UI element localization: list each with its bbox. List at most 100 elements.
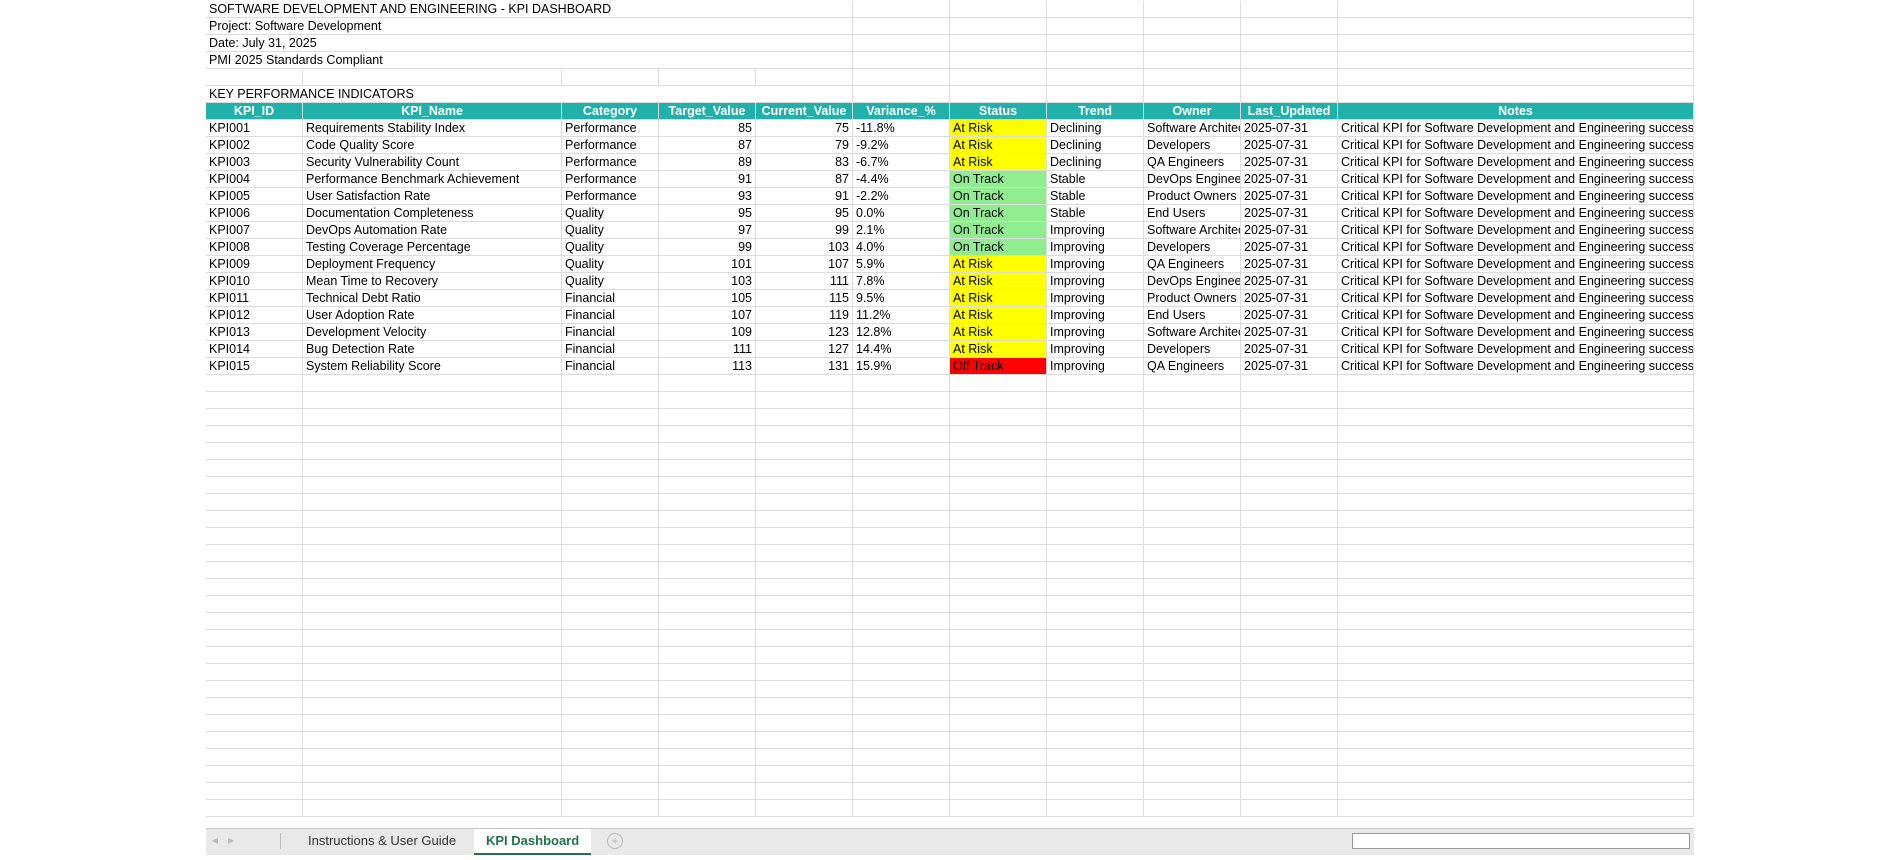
table-cell: Critical KPI for Software Development an… [1338, 324, 1694, 341]
cell [853, 1, 950, 18]
table-cell: Financial [562, 358, 659, 375]
table-cell: 2025-07-31 [1241, 273, 1338, 290]
cell [1047, 52, 1144, 69]
table-cell: QA Engineers [1144, 358, 1241, 375]
column-header: Trend [1047, 103, 1144, 120]
table-cell: 123 [756, 324, 853, 341]
cell [659, 647, 756, 664]
cell [562, 545, 659, 562]
cell [950, 375, 1047, 392]
cell [853, 511, 950, 528]
cell [562, 460, 659, 477]
cell [303, 732, 562, 749]
cell [303, 630, 562, 647]
cell [206, 69, 303, 86]
cell [659, 766, 756, 783]
cell [659, 528, 756, 545]
cell [1241, 52, 1338, 69]
cell [853, 86, 950, 103]
cell [950, 443, 1047, 460]
cell [853, 732, 950, 749]
table-cell: Code Quality Score [303, 137, 562, 154]
cell [206, 375, 303, 392]
cell [1047, 460, 1144, 477]
add-sheet[interactable]: + [607, 833, 623, 849]
cell [853, 766, 950, 783]
table-cell: KPI014 [206, 341, 303, 358]
cell [853, 392, 950, 409]
cell [303, 766, 562, 783]
cell [756, 545, 853, 562]
cell [659, 800, 756, 817]
table-cell: 2025-07-31 [1241, 324, 1338, 341]
cell [853, 426, 950, 443]
cell [756, 443, 853, 460]
separator [280, 833, 281, 849]
cell [1241, 647, 1338, 664]
cell [1241, 477, 1338, 494]
cell [562, 596, 659, 613]
sheet-tab[interactable]: KPI Dashboard [474, 829, 592, 855]
table-cell: 111 [659, 341, 756, 358]
cell [1144, 511, 1241, 528]
cell [1338, 545, 1694, 562]
sheet-tab[interactable]: Instructions & User Guide [308, 833, 457, 848]
cell [659, 545, 756, 562]
table-cell: KPI003 [206, 154, 303, 171]
table-cell: 93 [659, 188, 756, 205]
column-header: Owner [1144, 103, 1241, 120]
cell [303, 749, 562, 766]
table-cell: 83 [756, 154, 853, 171]
cell [206, 562, 303, 579]
cell [303, 715, 562, 732]
cell [950, 681, 1047, 698]
cell [303, 613, 562, 630]
cell [562, 664, 659, 681]
cell [1338, 528, 1694, 545]
cell [303, 783, 562, 800]
cell [659, 477, 756, 494]
cell [756, 698, 853, 715]
cell [756, 69, 853, 86]
cell [1047, 35, 1144, 52]
cell [950, 86, 1047, 103]
cell [206, 460, 303, 477]
table-cell: Declining [1047, 137, 1144, 154]
cell [1338, 613, 1694, 630]
table-cell: 103 [659, 273, 756, 290]
cell [303, 562, 562, 579]
table-cell: Critical KPI for Software Development an… [1338, 171, 1694, 188]
cell [659, 664, 756, 681]
table-cell: Software Architect [1144, 222, 1241, 239]
cell [950, 494, 1047, 511]
cell [562, 375, 659, 392]
table-cell: KPI010 [206, 273, 303, 290]
cell [1144, 375, 1241, 392]
table-cell: QA Engineers [1144, 154, 1241, 171]
cell [1338, 494, 1694, 511]
cell [562, 647, 659, 664]
table-cell: At Risk [950, 341, 1047, 358]
table-cell: At Risk [950, 273, 1047, 290]
cell [206, 732, 303, 749]
table-cell: KPI012 [206, 307, 303, 324]
cell [1144, 783, 1241, 800]
column-header: Current_Value [756, 103, 853, 120]
cell [756, 579, 853, 596]
nav-arrows[interactable]: ◂ ▸ [212, 833, 235, 847]
cell [206, 528, 303, 545]
table-cell: -2.2% [853, 188, 950, 205]
cell [1144, 18, 1241, 35]
cell [1338, 35, 1694, 52]
table-cell: Improving [1047, 341, 1144, 358]
table-cell: -6.7% [853, 154, 950, 171]
cell [1144, 596, 1241, 613]
cell [206, 443, 303, 460]
table-cell: DevOps Engineers [1144, 273, 1241, 290]
table-cell: Improving [1047, 358, 1144, 375]
scrollbar[interactable] [1352, 833, 1690, 849]
cell [950, 52, 1047, 69]
cell [1047, 375, 1144, 392]
table-cell: At Risk [950, 120, 1047, 137]
table-cell: 2025-07-31 [1241, 358, 1338, 375]
